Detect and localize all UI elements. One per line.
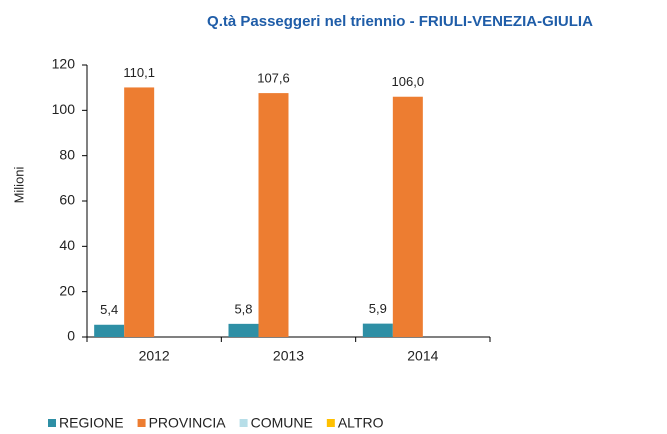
bar [94, 324, 125, 337]
legend-marker [326, 419, 335, 427]
value-label: 110,1 [123, 65, 155, 80]
bar [392, 96, 423, 337]
bar [258, 93, 289, 338]
y-tick-label: 100 [52, 101, 76, 117]
value-label: 106,0 [392, 74, 425, 89]
legend-marker [239, 419, 248, 427]
legend-label: ALTRO [338, 415, 384, 431]
legend-label: PROVINCIA [149, 415, 227, 431]
legend-marker [48, 419, 56, 427]
legend-marker [137, 419, 146, 427]
bar [228, 323, 259, 337]
value-label: 107,6 [257, 71, 290, 86]
x-tick-label: 2012 [139, 348, 170, 364]
value-label: 5,9 [369, 301, 387, 316]
y-tick-label: 120 [52, 56, 76, 72]
chart-title: Q.tà Passeggeri nel triennio - FRIULI-VE… [207, 13, 593, 30]
value-label: 5,4 [100, 302, 118, 317]
legend-label: REGIONE [59, 415, 124, 431]
y-tick-label: 20 [59, 282, 75, 298]
y-tick-label: 60 [59, 192, 75, 208]
x-tick-label: 2014 [407, 348, 438, 364]
y-tick-label: 0 [67, 328, 75, 344]
legend-label: COMUNE [251, 415, 313, 431]
y-tick-label: 40 [59, 237, 75, 253]
x-tick-label: 2013 [273, 348, 304, 364]
value-label: 5,8 [234, 301, 252, 316]
bar [124, 87, 155, 337]
bar [362, 323, 393, 337]
y-axis-label: Milioni [11, 166, 26, 203]
y-tick-label: 80 [59, 146, 75, 162]
